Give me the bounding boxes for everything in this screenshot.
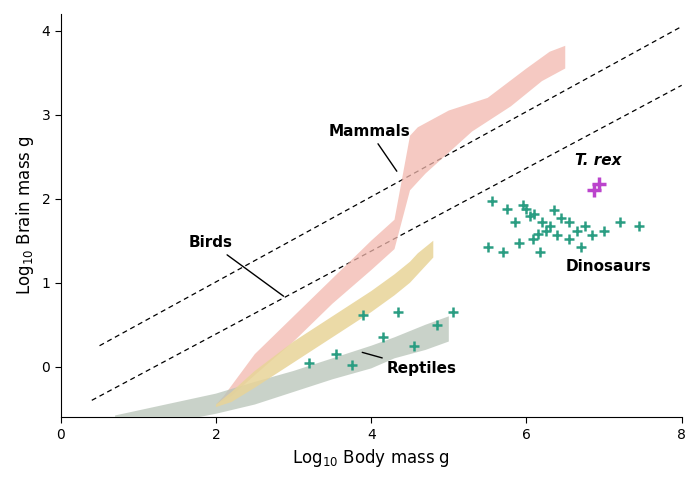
Text: Dinosaurs: Dinosaurs: [565, 259, 651, 274]
Polygon shape: [115, 316, 449, 427]
Polygon shape: [216, 241, 433, 407]
Text: Birds: Birds: [189, 235, 284, 296]
Text: T. rex: T. rex: [575, 153, 621, 168]
Text: Mammals: Mammals: [328, 124, 410, 171]
X-axis label: Log$_{10}$ Body mass g: Log$_{10}$ Body mass g: [292, 447, 450, 469]
Text: Reptiles: Reptiles: [362, 353, 456, 376]
Polygon shape: [216, 46, 565, 405]
Y-axis label: Log$_{10}$ Brain mass g: Log$_{10}$ Brain mass g: [14, 136, 36, 295]
